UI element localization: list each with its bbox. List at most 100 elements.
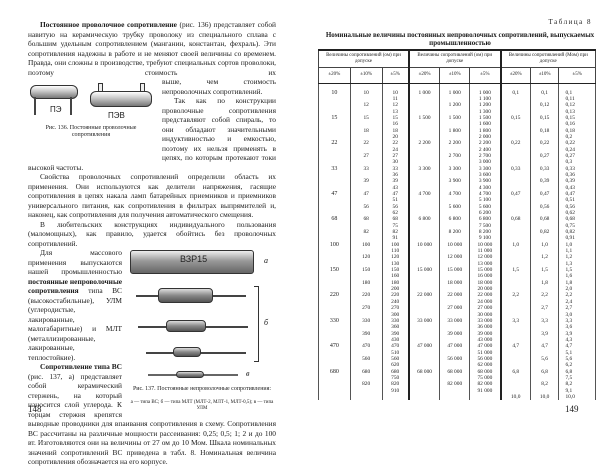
table-cell: 750 [381,374,410,382]
table-cell [500,387,531,394]
table-cell: 3,0 [558,311,596,318]
table-row: 20 2 000 0,2 [318,133,596,141]
table-cell: 110 [381,248,410,255]
table-cell: 20 [381,133,410,141]
table-cell: 27 000 [469,305,502,312]
table-cell: 1,6 [558,273,596,280]
tolerance-header: ±10% [349,66,383,84]
table-cell: 1,1 [558,248,596,255]
table-cell: 3 300 [469,165,502,172]
table-row: 200 20 000 2,0 [318,286,596,293]
table-cell: 7 500 [469,222,502,230]
table-cell: 5,6 [558,355,596,363]
left-page: Постоянное проволочное сопротивление (ри… [0,0,300,466]
paragraph-amateur: В любительских конструкциях индивидуальн… [28,219,276,248]
table-cell: 0,51 [558,197,596,204]
table-row: 16 1 600 0,16 [318,121,596,128]
table-cell: 1 000 [439,83,471,96]
table-cell: 0,91 [558,235,596,242]
table-cell: 1,2 [529,254,560,261]
table-row: 220 220 220 22 000 22 000 22 000 2,2 2,2 2,2 [318,292,596,299]
table-cell: 2 200 [439,140,471,147]
table-cell: 130 [381,260,410,268]
table-row: 910 91 000 9,1 [318,387,596,394]
figure-136-caption: Рис. 136. Постоянные проволочные сопроти… [45,125,137,138]
table-cell: 330 [381,317,410,325]
table-cell [439,362,471,369]
table-cell: 2,2 [529,292,560,299]
table-cell: 75 000 [469,374,502,382]
table-cell: 0,56 [558,203,596,210]
table-row: 300 30 000 3,0 [318,311,596,318]
table-cell [349,393,383,401]
table-cell [529,248,560,255]
table-cell: 1 200 [469,102,502,109]
figure-137: ВЗР15 а б в Рис. 137. Постоянные непрово… [128,248,276,413]
table-cell: 0,27 [558,152,596,160]
table-cell [500,184,531,191]
table-cell: 0,22 [529,140,560,147]
table-cell: 33 [381,165,410,172]
table-cell: 1,0 [558,241,596,249]
table-row: 39 39 3 900 3 900 0,39 0,39 [318,178,596,185]
table-row: 390 390 39 000 39 000 3,9 3,9 [318,330,596,337]
table-cell [500,362,531,369]
table-tolerance-header-row: ±20% ±10% ±5% ±20% ±10% ±5% ±20% ±10% ±5% [318,66,596,84]
table-row: 22 22 22 2 200 2 200 2 200 0,22 0,22 0,22 [318,140,596,147]
table-cell: 0,82 [529,229,560,236]
table-row: 10,0 10,0 10,0 [318,393,596,401]
table-cell: 5 600 [439,203,471,210]
table-cell: 560 [381,355,410,363]
vs-resistor-illustration [130,250,254,274]
table-cell: 0,12 [558,102,596,109]
table-cell: 0,47 [500,190,531,198]
table-cell: 150 [381,267,410,274]
table-cell: 0,36 [558,171,596,179]
paragraph-text: типа ВС (высокостабильные), УЛМ (углерод… [28,286,122,362]
table-row: 620 62 000 6,2 [318,362,596,369]
table-cell [529,95,560,103]
table-cell: 11 [381,95,410,103]
table-cell: 2,0 [558,286,596,293]
table-cell: 0,39 [529,178,560,185]
table-cell [529,133,560,141]
table-cell: 0,33 [529,165,560,172]
table-cell: 0,47 [558,190,596,198]
table-cell: 68 [381,216,410,223]
table-cell [500,305,531,312]
table-cell: 91 [381,235,410,242]
table-cell: 3,3 [529,317,560,325]
table-cell: 0,24 [558,146,596,153]
table-cell: 1,2 [558,254,596,261]
table-cell: 36 [381,171,410,179]
table-cell: 1,3 [558,260,596,268]
table-cell [500,209,531,217]
table-cell: 1,5 [500,267,531,274]
table-cell [439,197,471,204]
table-cell [500,254,531,261]
table-row: 240 24 000 2,4 [318,298,596,306]
table-cell: 120 [381,254,410,261]
table-cell: 0,15 [558,114,596,122]
table-cell [500,235,531,242]
table-cell [529,349,560,356]
table-cell: 8 200 [439,229,471,236]
table-cell [439,336,471,344]
table-cell: 300 [381,311,410,318]
table-row: 180 180 18 000 18 000 1,8 1,8 [318,279,596,287]
table-cell [500,222,531,230]
table-cell: 4,3 [558,336,596,344]
right-page: Таблица 8 Номинальные величины постоянны… [300,0,600,437]
tolerance-header: ±5% [381,66,410,84]
table-cell [529,121,560,128]
figure-label-pev: ПЭВ [108,111,125,120]
table-group-header-row: Величины сопротивлений (ом) при допуске … [317,49,596,68]
table-row: 100 100 100 10 000 10 000 10 000 1,0 1,0 1,0 [318,241,596,249]
table-cell [500,324,531,331]
table-cell: 10,0 [558,393,596,401]
table-cell [500,260,531,268]
table-cell: 1 200 [439,102,471,109]
table-cell: 6 800 [439,216,471,223]
table-cell: 51 [381,197,410,204]
table-cell: 3,3 [500,317,531,325]
